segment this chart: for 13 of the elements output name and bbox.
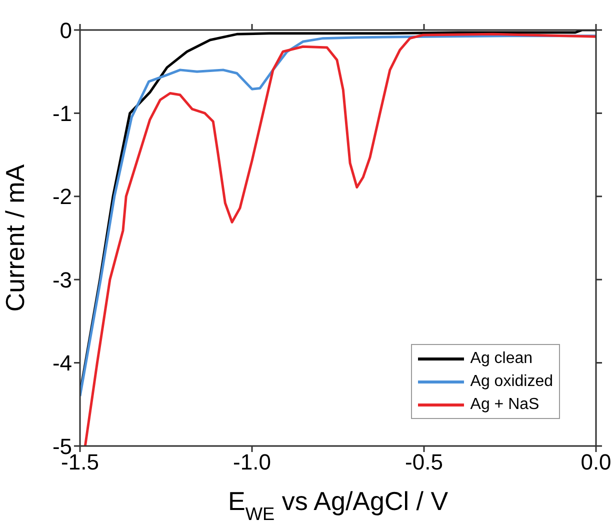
- y-tick-label: -4: [52, 350, 72, 376]
- legend-label: Ag + NaS: [470, 396, 540, 414]
- x-tick-label: -1.0: [233, 450, 271, 475]
- x-tick-label: -0.5: [405, 450, 443, 475]
- x-tick-label: 0.0: [580, 450, 612, 475]
- y-tick-label: -1: [52, 101, 72, 126]
- y-tick-label: -3: [52, 267, 72, 292]
- legend-label: Ag clean: [470, 350, 533, 368]
- x-axis-title: E$_{WE}$ vs Ag/AgCl / V: [228, 486, 449, 524]
- y-axis-title: Current / mA: [0, 164, 30, 312]
- y-tick-label: 0: [60, 18, 72, 43]
- legend-label: Ag oxidized: [470, 372, 553, 390]
- y-tick-label: -2: [52, 184, 72, 210]
